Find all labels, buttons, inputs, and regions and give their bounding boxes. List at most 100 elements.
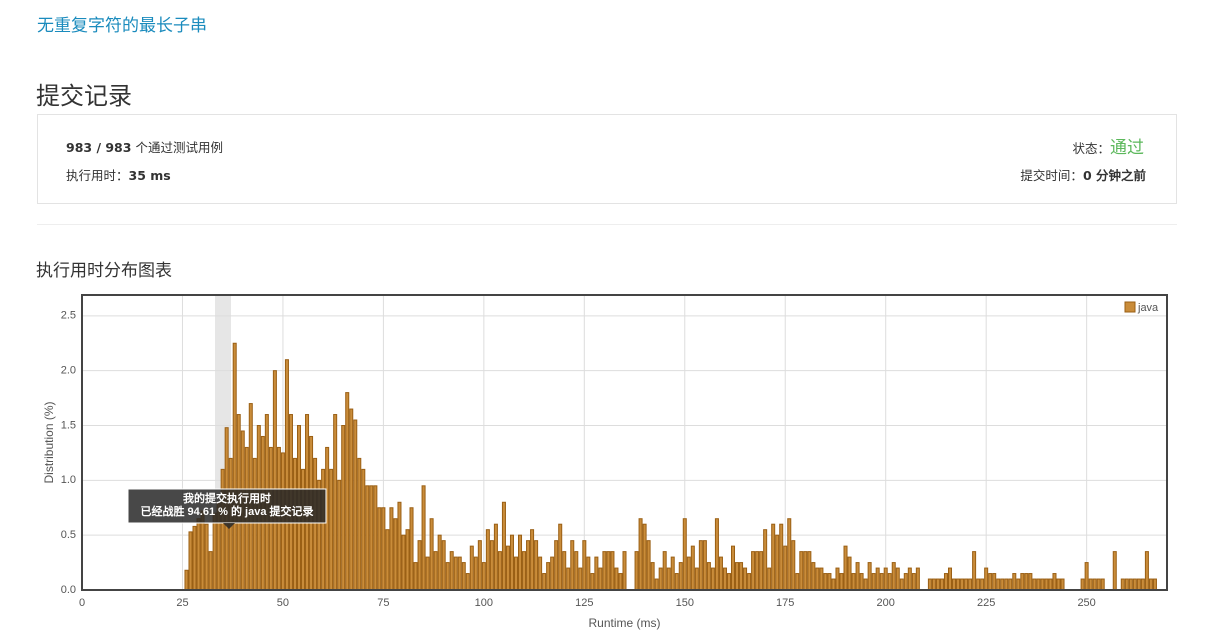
- bar: [618, 573, 623, 591]
- bar: [385, 529, 390, 591]
- bar: [594, 556, 599, 591]
- bar: [698, 540, 703, 591]
- y-tick-label: 2.5: [61, 310, 76, 322]
- status-row: 状态：通过: [1072, 133, 1144, 158]
- bar: [980, 578, 985, 591]
- bar: [1084, 562, 1089, 591]
- bar: [755, 551, 760, 591]
- bar: [1124, 578, 1129, 591]
- y-tick-label: 2.0: [61, 365, 76, 377]
- bar: [1020, 573, 1025, 591]
- bar: [1112, 551, 1117, 591]
- bar: [646, 540, 651, 591]
- bar: [505, 545, 510, 591]
- bar: [457, 556, 462, 591]
- bar: [984, 567, 989, 591]
- bar: [1012, 573, 1017, 591]
- bar: [1000, 578, 1005, 591]
- bar: [313, 457, 318, 591]
- bar: [1132, 578, 1137, 591]
- bar: [972, 551, 977, 591]
- x-tick-label: 50: [277, 597, 289, 609]
- bar: [413, 562, 418, 591]
- bar: [417, 540, 422, 591]
- bar: [196, 518, 201, 591]
- bar: [634, 551, 639, 591]
- y-tick-label: 1.0: [61, 474, 76, 486]
- y-axis-label: Distribution (%): [42, 401, 56, 483]
- bar: [956, 578, 961, 591]
- plot-frame: [81, 294, 1168, 591]
- x-tick-label: 175: [776, 597, 794, 609]
- bar: [1016, 578, 1021, 591]
- legend-swatch: [1124, 301, 1136, 313]
- chart-heading: 执行用时分布图表: [36, 261, 172, 281]
- bar: [827, 573, 832, 591]
- bar: [1040, 578, 1045, 591]
- bar: [614, 567, 619, 591]
- bar: [1036, 578, 1041, 591]
- bar: [1032, 578, 1037, 591]
- bar: [582, 540, 587, 591]
- bar: [397, 501, 402, 591]
- bar: [947, 567, 953, 591]
- bar: [823, 573, 828, 591]
- bar: [843, 545, 848, 591]
- bar: [927, 578, 932, 591]
- bar: [509, 534, 514, 591]
- bar: [835, 567, 840, 591]
- bar: [602, 551, 607, 591]
- bar: [1056, 578, 1061, 591]
- bar: [730, 545, 736, 591]
- problem-link[interactable]: 无重复字符的最长子串: [37, 16, 207, 36]
- bar: [803, 551, 808, 591]
- bar: [513, 556, 519, 591]
- bar: [666, 567, 671, 591]
- tooltip-text: 我的提交执行用时: [183, 491, 271, 505]
- bar: [465, 573, 470, 591]
- bar: [706, 562, 711, 591]
- bar: [887, 573, 892, 591]
- bar: [767, 567, 772, 591]
- x-tick-label: 75: [377, 597, 389, 609]
- x-axis-label: Runtime (ms): [588, 616, 660, 630]
- tooltip-box: [127, 488, 327, 524]
- time-label: 提交时间：: [1020, 168, 1083, 183]
- bar: [943, 573, 948, 591]
- bar: [590, 573, 595, 591]
- bar: [493, 523, 498, 591]
- y-tick-label: 0.0: [61, 584, 76, 596]
- bar: [329, 468, 334, 591]
- bar: [349, 408, 354, 591]
- bar: [642, 523, 647, 591]
- bar: [1136, 578, 1141, 591]
- bar: [473, 556, 478, 591]
- bar: [690, 545, 695, 591]
- bar: [1004, 578, 1009, 591]
- bar: [208, 551, 213, 591]
- bar: [831, 578, 836, 591]
- bar: [518, 534, 523, 591]
- bar: [606, 551, 611, 591]
- bar: [867, 562, 872, 591]
- bar: [1096, 578, 1101, 591]
- bar: [911, 573, 916, 591]
- bar: [815, 567, 820, 591]
- bar: [401, 534, 406, 591]
- bar: [542, 573, 547, 591]
- status-label: 状态：: [1072, 141, 1110, 156]
- bar: [522, 551, 527, 591]
- bar: [337, 479, 342, 591]
- bar: [1044, 578, 1049, 591]
- bar: [976, 578, 981, 591]
- bar: [654, 578, 659, 591]
- bar: [558, 523, 563, 591]
- bar: [739, 562, 744, 591]
- bar: [895, 567, 900, 591]
- bar: [204, 523, 209, 591]
- bar: [931, 578, 936, 591]
- bar: [497, 551, 502, 591]
- bar: [743, 567, 748, 591]
- bar: [988, 573, 993, 591]
